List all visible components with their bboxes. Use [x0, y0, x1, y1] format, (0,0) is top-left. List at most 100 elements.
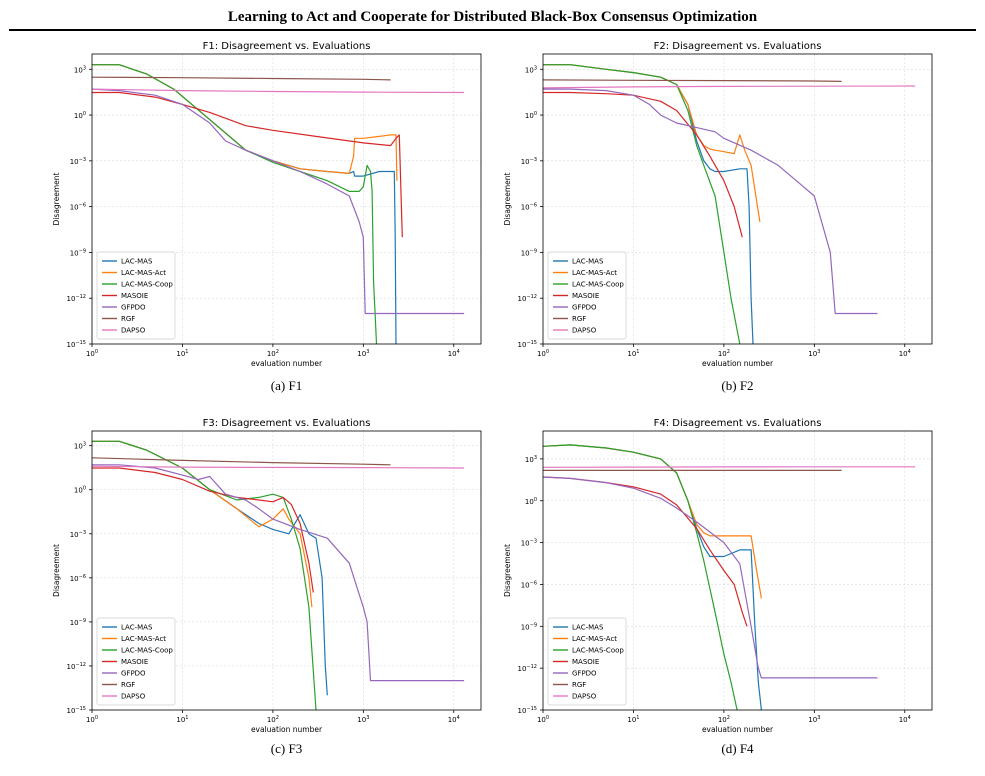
axes-frame — [542, 430, 933, 711]
x-tick-label: 104 — [448, 715, 460, 724]
x-axis-label: evaluation number — [251, 359, 323, 368]
subfigure-caption: (c) F3 — [271, 741, 302, 756]
y-tick-label: 10−9 — [70, 618, 86, 627]
x-tick-label: 102 — [718, 715, 730, 724]
y-tick-label: 100 — [74, 111, 86, 120]
y-axis-label: Disagreement — [503, 173, 512, 226]
series-line-gfpdo — [92, 464, 465, 682]
legend-label-lac-mas-coop: LAC-MAS-Coop — [121, 281, 173, 289]
series-line-gfpdo — [92, 88, 465, 315]
x-tick-label: 101 — [627, 349, 639, 358]
x-tick-label: 102 — [267, 715, 279, 724]
chart-title: F4: Disagreement vs. Evaluations — [654, 418, 822, 429]
x-tick-label: 102 — [718, 349, 730, 358]
y-tick-label: 10−3 — [521, 539, 537, 548]
series-line-masoie — [92, 467, 314, 593]
legend-label-rgf: RGF — [572, 681, 586, 689]
y-tick-label: 10−12 — [518, 664, 537, 673]
chart-f3: F3: Disagreement vs. Evaluations 100 101 10… — [52, 418, 482, 756]
legend-label-dapso: DAPSO — [121, 693, 146, 701]
series-line-gfpdo — [543, 88, 878, 315]
legend-label-lac-mas: LAC-MAS — [121, 258, 153, 266]
series-layer — [92, 64, 465, 344]
y-tick-label: 10−15 — [518, 340, 537, 349]
y-tick-label: 103 — [525, 65, 537, 74]
series-line-rgf — [92, 76, 391, 81]
x-tick-label: 101 — [176, 349, 188, 358]
y-tick-label: 10−6 — [521, 203, 537, 212]
y-axis-label: Disagreement — [52, 173, 61, 226]
chart-f1: F1: Disagreement vs. Evaluations 100 101 10… — [52, 41, 482, 393]
running-title: Learning to Act and Cooperate for Distri… — [227, 9, 758, 25]
paper-header: Learning to Act and Cooperate for Distri… — [0, 0, 985, 31]
legend-label-rgf: RGF — [572, 315, 586, 323]
chart-f4: F4: Disagreement vs. Evaluations 100 101 10… — [503, 418, 933, 756]
legend-label-lac-mas-act: LAC-MAS-Act — [121, 635, 166, 643]
y-tick-label: 10−6 — [70, 203, 86, 212]
x-tick-label: 103 — [808, 349, 820, 358]
y-tick-label: 10−9 — [521, 622, 537, 631]
y-tick-label: 10−9 — [521, 248, 537, 257]
x-tick-label: 103 — [357, 349, 369, 358]
series-line-lac-mas-coop — [543, 444, 738, 710]
series-line-dapso — [92, 88, 465, 94]
y-tick-label: 10−12 — [67, 662, 86, 671]
series-line-masoie — [92, 91, 403, 238]
y-axis-label: Disagreement — [52, 544, 61, 597]
y-tick-label: 100 — [74, 486, 86, 495]
x-tick-label: 102 — [267, 349, 279, 358]
x-tick-label: 100 — [86, 349, 98, 358]
x-tick-label: 104 — [899, 349, 911, 358]
legend-label-lac-mas-act: LAC-MAS-Act — [572, 635, 617, 643]
legend-label-lac-mas: LAC-MAS — [121, 624, 153, 632]
y-tick-label: 10−15 — [67, 706, 86, 715]
legend-label-masoie: MASOIE — [572, 292, 599, 300]
x-tick-label: 104 — [899, 715, 911, 724]
subfigure-caption: (d) F4 — [721, 741, 754, 756]
y-tick-label: 10−6 — [521, 580, 537, 589]
legend-label-lac-mas-coop: LAC-MAS-Coop — [572, 281, 624, 289]
y-tick-label: 10−9 — [70, 248, 86, 257]
series-line-lac-mas-act — [543, 444, 762, 599]
chart-title: F3: Disagreement vs. Evaluations — [203, 418, 371, 429]
series-line-lac-mas-act — [92, 64, 398, 181]
y-tick-label: 10−6 — [70, 574, 86, 583]
y-tick-label: 10−12 — [518, 294, 537, 303]
chart-title: F1: Disagreement vs. Evaluations — [203, 41, 371, 52]
legend-label-masoie: MASOIE — [572, 658, 599, 666]
y-axis-label: Disagreement — [503, 544, 512, 597]
legend: LAC-MAS LAC-MAS-Act LAC-MAS-Coop MASOIE GFPD… — [547, 251, 627, 340]
y-tick-label: 10−15 — [67, 340, 86, 349]
y-tick-label: 10−12 — [67, 294, 86, 303]
y-tick-label: 103 — [74, 442, 86, 451]
axes-frame — [91, 53, 482, 345]
legend: LAC-MAS LAC-MAS-Act LAC-MAS-Coop MASOIE GFPD… — [547, 617, 627, 706]
x-tick-label: 100 — [86, 715, 98, 724]
x-tick-label: 103 — [357, 715, 369, 724]
series-line-gfpdo — [543, 476, 878, 679]
x-tick-label: 103 — [808, 715, 820, 724]
legend-box — [96, 617, 176, 706]
legend-box — [547, 617, 627, 706]
series-line-rgf — [92, 457, 391, 466]
series-layer — [92, 440, 465, 710]
chart-title: F2: Disagreement vs. Evaluations — [654, 41, 822, 52]
axes-frame — [91, 430, 482, 711]
legend-label-lac-mas-coop: LAC-MAS-Coop — [121, 647, 173, 655]
y-tick-label: 10−3 — [70, 157, 86, 166]
legend: LAC-MAS LAC-MAS-Act LAC-MAS-Coop MASOIE GFPD… — [96, 251, 176, 340]
y-tick-label: 10−3 — [521, 157, 537, 166]
header-rule — [9, 29, 976, 31]
series-line-lac-mas-act — [543, 64, 761, 222]
y-tick-label: 100 — [525, 497, 537, 506]
y-tick-label: 103 — [525, 455, 537, 464]
x-tick-label: 104 — [448, 349, 460, 358]
series-line-lac-mas-coop — [92, 64, 378, 344]
legend-label-masoie: MASOIE — [121, 658, 148, 666]
legend-label-lac-mas-act: LAC-MAS-Act — [572, 269, 617, 277]
y-tick-label: 10−3 — [70, 530, 86, 539]
legend-label-gfpdo: GFPDO — [572, 304, 597, 312]
series-line-rgf — [543, 79, 842, 82]
legend-label-rgf: RGF — [121, 681, 135, 689]
